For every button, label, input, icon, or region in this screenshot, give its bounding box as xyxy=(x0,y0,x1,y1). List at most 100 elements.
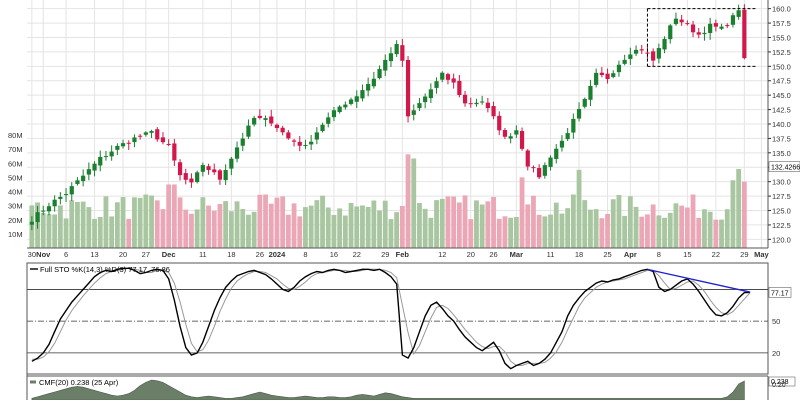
candle xyxy=(440,71,445,83)
date-tick-label: 15 xyxy=(683,250,691,259)
candle-body xyxy=(354,96,359,102)
candle xyxy=(639,44,644,55)
candle xyxy=(377,65,382,80)
candle-body xyxy=(200,165,205,172)
candle-body xyxy=(263,118,268,120)
volume-bar xyxy=(103,196,109,248)
candle xyxy=(417,97,422,111)
sto-tick-label: 50 xyxy=(772,317,780,326)
candle xyxy=(423,93,428,109)
price-tick-label: 157.5 xyxy=(772,19,791,28)
volume-bar xyxy=(189,213,194,248)
candle-body xyxy=(548,157,553,167)
candle-body xyxy=(491,106,496,117)
volume-bar xyxy=(57,205,63,248)
volume-bar xyxy=(696,217,702,248)
volume-bar xyxy=(194,209,200,248)
volume-bar xyxy=(650,204,656,248)
candle xyxy=(291,138,297,147)
volume-bar xyxy=(627,196,633,248)
volume-bar xyxy=(40,212,46,248)
candle xyxy=(212,163,217,175)
volume-bar xyxy=(160,209,166,248)
candle-body xyxy=(286,132,291,139)
price-tick-label: 155.0 xyxy=(772,33,791,42)
volume-bar xyxy=(525,204,531,248)
volume-bar xyxy=(211,210,217,248)
candle-body xyxy=(537,168,542,178)
price-tick-label: 120.0 xyxy=(772,235,791,244)
volume-bar xyxy=(468,219,474,248)
volume-bar xyxy=(149,195,154,248)
candle xyxy=(371,71,376,89)
price-tick-label: 160.0 xyxy=(772,5,791,14)
volume-bar xyxy=(257,194,263,248)
candle-body xyxy=(474,102,479,105)
candle-body xyxy=(742,9,747,59)
volume-bar xyxy=(46,214,52,248)
candle-body xyxy=(434,81,439,88)
date-tick-label: 25 xyxy=(603,250,611,259)
candle-body xyxy=(314,132,319,140)
candle-body xyxy=(217,170,223,180)
candle-body xyxy=(708,23,713,34)
cmf-title: CMF(20) 0.238 (25 Apr) xyxy=(39,378,119,387)
candle xyxy=(428,83,433,104)
candle-body xyxy=(588,85,593,100)
date-tick-label: 6 xyxy=(64,250,68,259)
volume-bar xyxy=(143,194,149,248)
candle xyxy=(109,145,114,161)
candle xyxy=(354,90,359,108)
candle xyxy=(81,169,86,187)
volume-bar xyxy=(645,214,650,248)
volume-bar xyxy=(405,154,411,248)
date-tick-label: 8 xyxy=(657,250,661,259)
candle-body xyxy=(297,141,302,146)
volume-bar xyxy=(365,206,371,248)
candle xyxy=(502,127,508,140)
candle xyxy=(217,168,223,185)
volume-bar xyxy=(662,217,667,248)
candle xyxy=(166,139,171,147)
candle xyxy=(35,206,40,229)
date-tick-label: 22 xyxy=(353,250,361,259)
volume-bar xyxy=(719,219,724,248)
volume-bar xyxy=(559,213,565,248)
candle-body xyxy=(451,78,456,83)
candle xyxy=(405,55,411,123)
candle xyxy=(143,131,148,137)
price-tick-label: 122.5 xyxy=(772,221,791,230)
candle-body xyxy=(81,175,86,182)
volume-bar xyxy=(593,209,599,248)
volume-bar xyxy=(445,196,451,248)
volume-bar xyxy=(439,198,445,248)
candle-body xyxy=(508,136,513,139)
candle-body xyxy=(673,18,679,25)
candle-body xyxy=(462,94,468,104)
candle-body xyxy=(206,166,211,171)
candle xyxy=(656,43,661,64)
sto-value-tag xyxy=(768,287,792,298)
candle-body xyxy=(126,142,131,144)
candle xyxy=(468,97,473,108)
candle xyxy=(599,67,604,78)
volume-bar xyxy=(325,207,331,248)
date-tick-label: 13 xyxy=(90,250,98,259)
volume-bar xyxy=(485,201,491,248)
candle-body xyxy=(252,117,257,125)
candle-body xyxy=(348,99,354,104)
candle xyxy=(155,127,160,142)
candle xyxy=(360,84,365,102)
volume-bar xyxy=(92,218,97,248)
candle xyxy=(690,20,696,38)
candle xyxy=(611,70,616,79)
volume-bar xyxy=(616,195,622,248)
volume-bar xyxy=(137,197,143,248)
candle-body xyxy=(428,89,433,99)
candle-body xyxy=(29,221,34,225)
candle-body xyxy=(234,147,240,159)
date-tick-label: 27 xyxy=(142,250,150,259)
date-axis: 30 Nov 6 13 20 27 Dec 11 18 26 2024 8 16 22 29 Feb 12 20 2… xyxy=(27,247,770,259)
cmf-tick-label: 0.20 xyxy=(772,382,786,389)
date-tick-label: 20 xyxy=(467,250,475,259)
